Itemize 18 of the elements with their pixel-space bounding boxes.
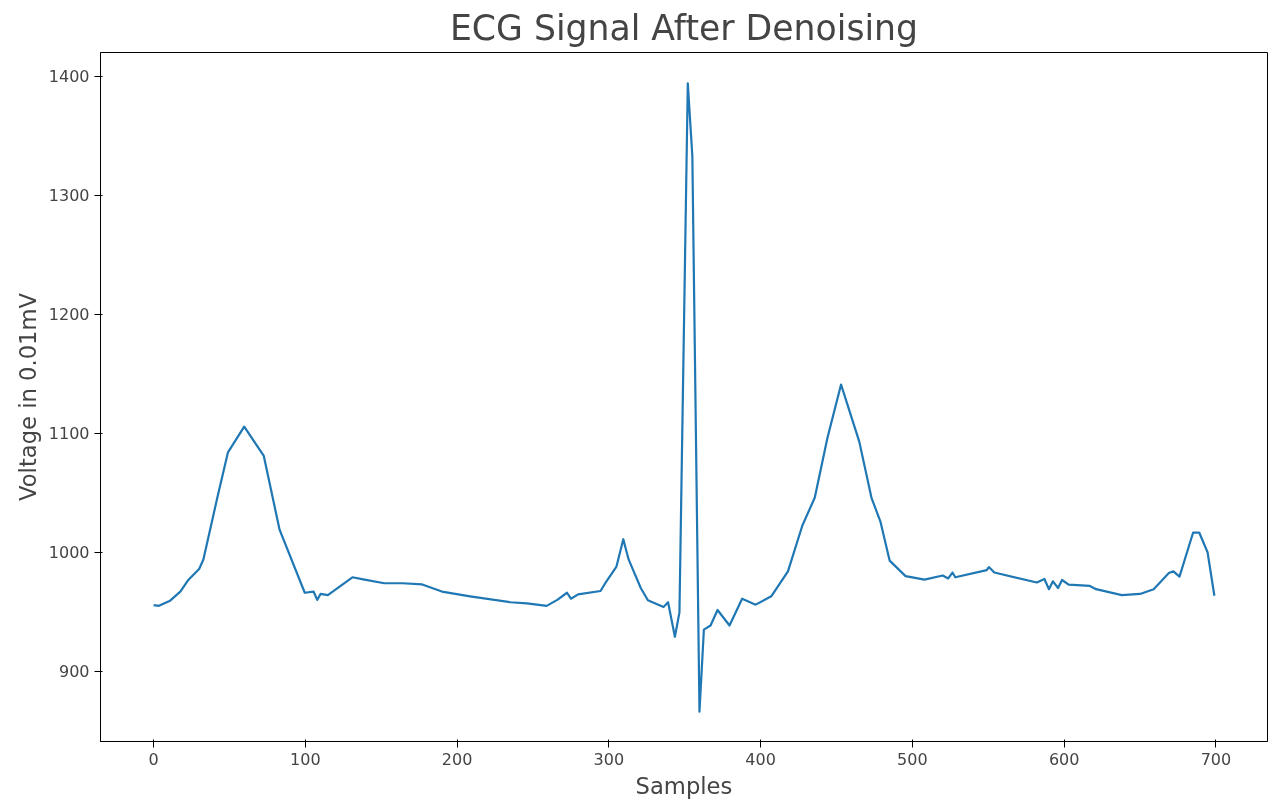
line-series bbox=[152, 82, 1216, 713]
y-tick-label: 1100 bbox=[48, 424, 90, 444]
y-tick-label: 1000 bbox=[48, 543, 90, 563]
y-tick-label: 1300 bbox=[48, 186, 90, 206]
y-tick-label: 1400 bbox=[48, 67, 90, 87]
x-tick-label: 700 bbox=[1200, 749, 1232, 769]
x-tick-label: 400 bbox=[745, 749, 776, 769]
y-axis-title: Voltage in 0.01mV bbox=[14, 292, 41, 502]
x-tick-label: 0 bbox=[148, 749, 159, 769]
x-tick-label: 200 bbox=[441, 749, 473, 769]
y-tick-label: 1200 bbox=[48, 305, 90, 325]
x-tick-label: 500 bbox=[897, 749, 928, 769]
y-tick-label: 900 bbox=[58, 662, 90, 682]
x-tick-label: 100 bbox=[290, 749, 321, 769]
x-tick-label: 600 bbox=[1048, 749, 1080, 769]
x-tick-label: 300 bbox=[593, 749, 625, 769]
x-axis-title: Samples bbox=[635, 772, 733, 799]
chart-title: ECG Signal After Denoising bbox=[449, 7, 919, 48]
